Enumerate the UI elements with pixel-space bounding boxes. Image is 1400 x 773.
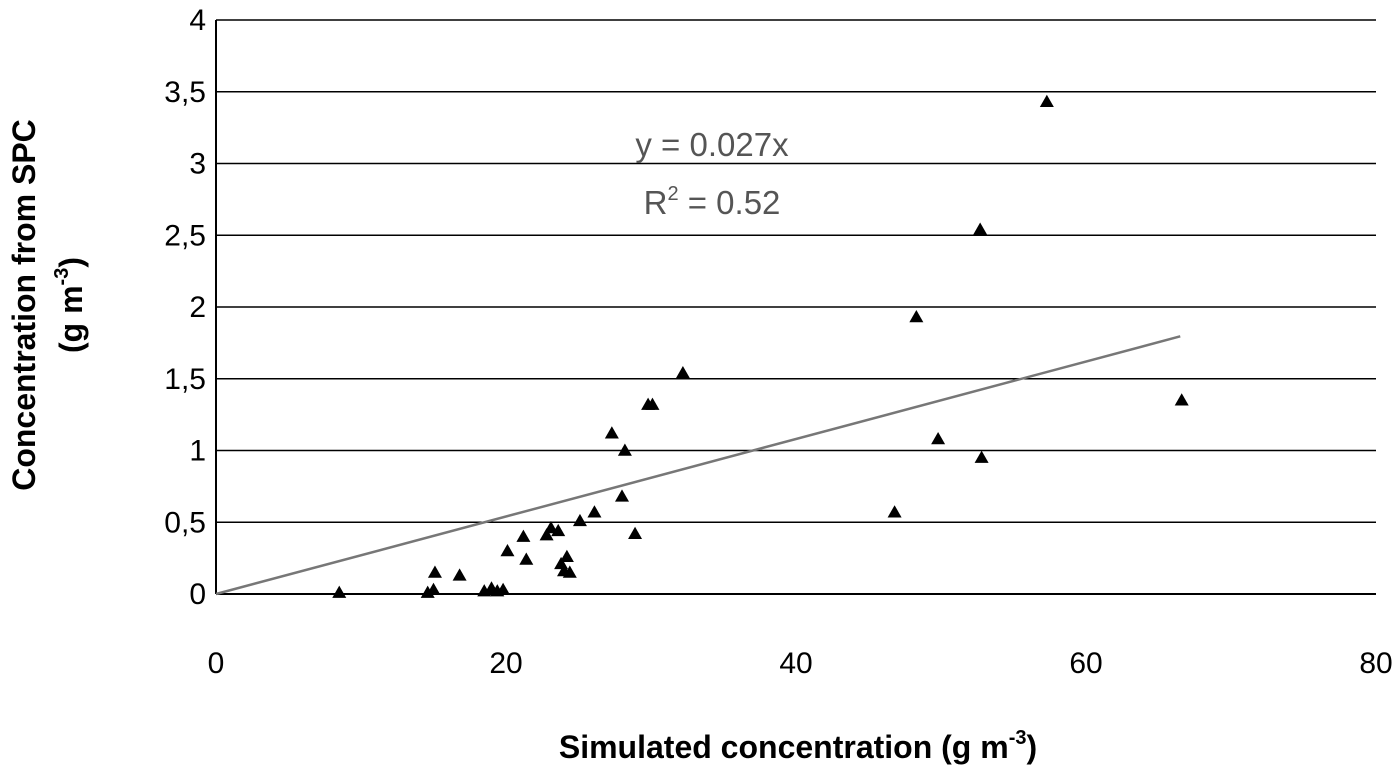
data-point-marker: [500, 543, 515, 557]
data-point-marker: [543, 520, 558, 534]
data-point-marker: [551, 523, 566, 537]
trendline-equation: y = 0.027x: [635, 126, 789, 163]
data-point-marker: [587, 505, 602, 518]
data-points: [332, 94, 1189, 598]
data-point-marker: [909, 310, 924, 323]
data-point-marker: [604, 426, 619, 439]
y-tick-labels: 0 0,5 1 1,5 2 2,5 3 3,5 4: [164, 4, 206, 611]
data-point-marker: [675, 366, 690, 379]
y-tick-label: 1: [189, 435, 206, 468]
data-point-marker: [617, 443, 632, 456]
data-point-marker: [1039, 94, 1054, 108]
y-tick-label: 3,5: [164, 76, 206, 109]
data-point-marker: [572, 513, 587, 527]
data-point-marker: [519, 552, 534, 565]
x-tick-labels: 0 20 40 60 80: [208, 647, 1393, 680]
data-point-marker: [559, 549, 574, 562]
data-point-marker: [887, 505, 902, 518]
data-point-marker: [452, 568, 467, 581]
y-tick-label: 2,5: [164, 219, 206, 252]
data-point-marker: [496, 582, 511, 595]
y-axis-title-line2: (g m-3): [51, 257, 89, 353]
data-point-marker: [427, 565, 442, 578]
x-tick-label: 0: [208, 647, 225, 680]
x-tick-label: 60: [1069, 647, 1102, 680]
r-squared-label: R2 = 0.52: [644, 183, 781, 221]
x-tick-label: 40: [779, 647, 812, 680]
data-point-marker: [645, 397, 660, 410]
trendline: [215, 335, 1181, 596]
x-axis-title: Simulated concentration (g m-3): [559, 727, 1037, 765]
data-point-marker: [516, 529, 531, 542]
data-point-marker: [426, 582, 441, 595]
y-tick-label: 0,5: [164, 506, 206, 539]
grid-lines: [216, 19, 1376, 523]
data-point-marker: [973, 222, 988, 235]
x-tick-label: 80: [1359, 647, 1392, 680]
data-point-marker: [332, 585, 347, 598]
y-tick-label: 0: [189, 578, 206, 611]
y-axis-title: Concentration from SPC: [6, 119, 42, 491]
data-point-marker: [539, 528, 554, 541]
y-tick-label: 2: [189, 291, 206, 324]
y-tick-label: 4: [189, 4, 206, 37]
data-point-marker: [1174, 393, 1189, 406]
data-point-marker: [628, 526, 643, 539]
y-tick-label: 1,5: [164, 363, 206, 396]
y-axis-title-line1: Concentration from SPC: [6, 119, 42, 491]
data-point-marker: [974, 450, 989, 463]
y-tick-label: 3: [189, 148, 206, 181]
data-point-marker: [615, 489, 629, 502]
x-tick-label: 20: [489, 647, 522, 680]
y-axis-title-units: (g m-3): [51, 257, 89, 353]
data-point-marker: [562, 565, 577, 578]
data-point-marker: [931, 432, 946, 445]
